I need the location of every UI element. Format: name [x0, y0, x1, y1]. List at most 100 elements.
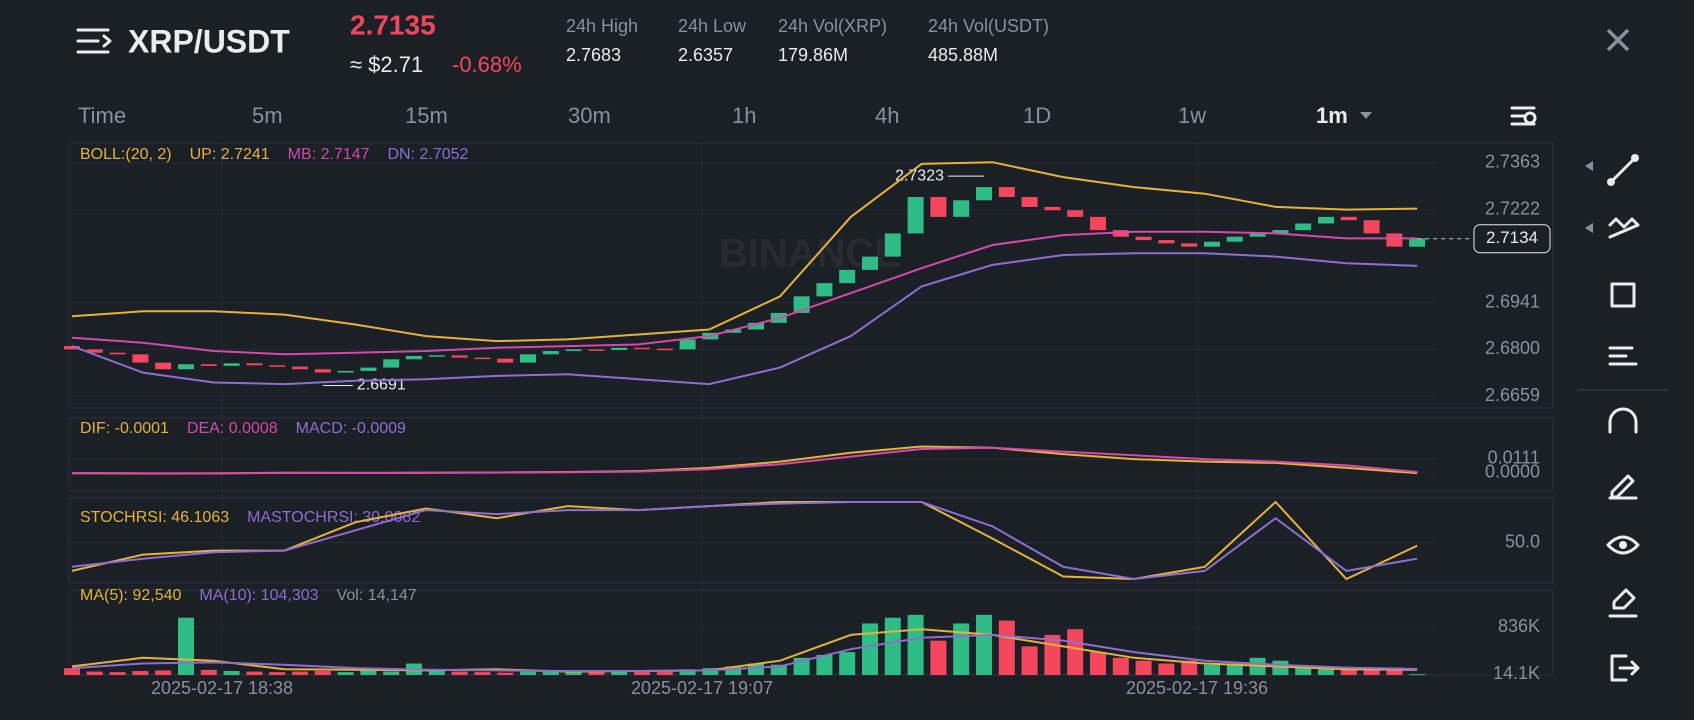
candle [1021, 196, 1038, 207]
usd-price: ≈ $2.71 [350, 52, 423, 77]
candle [337, 370, 354, 373]
stat-value: 2.7683 [566, 45, 621, 65]
candle [725, 329, 742, 333]
candle [748, 322, 764, 330]
volume-bar [1318, 668, 1334, 675]
indicator-line [71, 161, 1418, 343]
volume-bar [1340, 669, 1357, 675]
rect-tool[interactable] [1610, 282, 1636, 308]
close-button[interactable] [1606, 28, 1630, 52]
candle [1272, 230, 1289, 234]
indicator-line [71, 633, 1418, 672]
panel-border [68, 497, 1554, 584]
time-label: 2025-02-17 19:36 [1126, 678, 1268, 698]
volume-bar [474, 672, 491, 675]
menu-icon[interactable] [76, 28, 112, 54]
volume-bar [998, 620, 1015, 675]
y-tick-label: 2.7222 [1485, 198, 1540, 218]
candle [360, 367, 377, 371]
stat-label: 24h High [566, 16, 638, 36]
indicator-line [71, 501, 1418, 581]
candle [953, 200, 970, 217]
pen-tool[interactable] [1608, 474, 1638, 500]
candle [1226, 236, 1243, 242]
candle [223, 363, 240, 366]
y-tick-label: 2.6659 [1485, 385, 1540, 405]
stat-label: 24h Low [678, 16, 747, 36]
candle [1409, 238, 1426, 247]
candle [200, 364, 217, 366]
candle [1090, 216, 1106, 231]
volume-bar [1386, 667, 1403, 675]
trend-line-tool[interactable] [1607, 154, 1639, 186]
candle [656, 348, 673, 351]
last-price-box [1473, 224, 1551, 254]
volume-bar [1181, 660, 1198, 675]
candle [520, 354, 536, 363]
candle [451, 355, 468, 358]
volume-bar [246, 671, 263, 675]
timeframe-tab[interactable]: Time [78, 103, 126, 128]
volume-bar [428, 670, 445, 675]
candle [428, 355, 445, 357]
y-tick-label: 836K [1498, 616, 1540, 636]
candle [884, 233, 901, 257]
timeframe-tab[interactable]: 1D [1023, 103, 1051, 128]
indicator-line [71, 628, 1418, 673]
y-tick-label: 0.0111 [1488, 448, 1540, 468]
legend-entry: MB: 2.7147 [288, 146, 370, 163]
y-tick-label: 2.6800 [1485, 338, 1540, 358]
candle [1158, 240, 1175, 244]
volume-bar [907, 614, 924, 675]
timeframe-tab[interactable]: 1h [732, 103, 756, 128]
exit-tool[interactable] [1610, 654, 1640, 682]
candle [1181, 243, 1198, 247]
settings-icon[interactable] [1510, 106, 1537, 126]
fib-tool[interactable] [1608, 217, 1640, 239]
candle [588, 349, 605, 351]
legend-entry: DN: 2.7052 [388, 146, 469, 163]
candle [155, 362, 172, 370]
volume-bar [656, 671, 673, 675]
eraser-tool[interactable] [1608, 588, 1638, 618]
candle [1112, 230, 1129, 237]
timeframe-tab[interactable]: 30m [568, 103, 611, 128]
volume-bar [611, 670, 628, 675]
volume-bar [862, 623, 878, 675]
legend-entry: BOLL:(20, 2) [80, 146, 172, 163]
timeframe-tab[interactable]: 5m [252, 103, 283, 128]
candle [634, 347, 650, 350]
candle [406, 355, 422, 360]
magnet-tool[interactable] [1608, 407, 1638, 434]
visibility-tool[interactable] [1606, 535, 1640, 555]
candle [1204, 241, 1220, 247]
candle [109, 352, 126, 355]
volume-bar [200, 669, 217, 675]
candle [474, 357, 491, 360]
legend-entry: MASTOCHRSI: 30.0082 [247, 509, 420, 526]
volume-bar [748, 663, 764, 675]
candle [976, 187, 992, 201]
volume-bar [884, 617, 901, 675]
timeframe-tab[interactable]: 15m [405, 103, 448, 128]
panel-border [68, 589, 1554, 676]
volume-bar [383, 671, 400, 675]
volume-bar [702, 668, 719, 675]
volume-bar [976, 614, 992, 675]
candle [1386, 233, 1403, 247]
volume-bar [132, 670, 149, 675]
timeframe-tab[interactable]: 4h [875, 103, 899, 128]
stat-value: 2.6357 [678, 45, 733, 65]
candle [86, 349, 103, 353]
timeframe-tab[interactable]: 1m [1316, 103, 1348, 128]
indicator-line [71, 230, 1418, 356]
candle [930, 196, 947, 217]
stat-label: 24h Vol(USDT) [928, 16, 1049, 36]
timeframe-tab[interactable]: 1w [1178, 103, 1206, 128]
indicator-line [71, 446, 1418, 475]
volume-bar [292, 671, 308, 675]
text-tool[interactable] [1608, 346, 1638, 366]
volume-bar [1272, 660, 1289, 675]
